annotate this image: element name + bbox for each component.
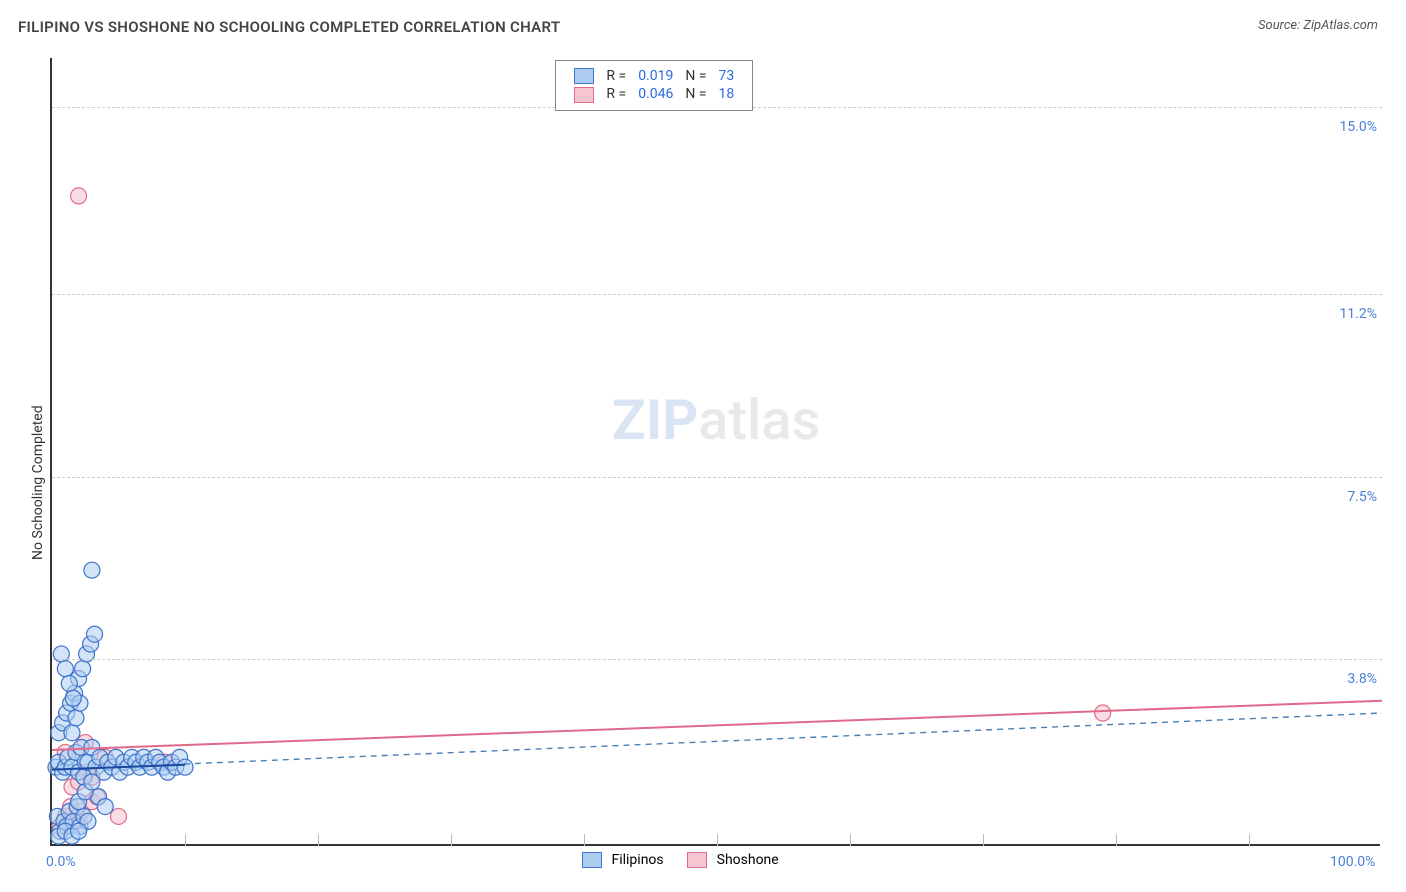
- trendline-filipinos-dashed: [52, 713, 1382, 770]
- x-tick: [850, 834, 851, 846]
- y-axis-label: No Schooling Completed: [30, 405, 46, 560]
- legend-R-label: R =: [600, 85, 632, 103]
- swatch-filipinos-bottom-icon: [582, 852, 602, 868]
- point-shoshone: [1095, 705, 1111, 721]
- legend-R-value-filipinos: 0.019: [632, 67, 679, 85]
- x-tick: [1249, 834, 1250, 846]
- point-filipinos: [61, 675, 77, 691]
- legend-top-table: R = 0.019 N = 73 R = 0.046 N = 18: [568, 67, 740, 104]
- point-filipinos: [68, 710, 84, 726]
- gridline-h: [52, 294, 1382, 295]
- point-filipinos: [84, 562, 100, 578]
- gridline-h: [52, 659, 1382, 660]
- x-tick: [185, 834, 186, 846]
- legend-bottom-label-filipinos: Filipinos: [611, 852, 663, 868]
- legend-bottom-label-shoshone: Shoshone: [717, 852, 779, 868]
- legend-bottom: Filipinos Shoshone: [582, 852, 799, 868]
- legend-N-value-shoshone: 18: [713, 85, 741, 103]
- chart-title: FILIPINO VS SHOSHONE NO SCHOOLING COMPLE…: [18, 18, 560, 36]
- gridline-h: [52, 477, 1382, 478]
- point-shoshone: [111, 808, 127, 824]
- legend-R-value-shoshone: 0.046: [632, 85, 679, 103]
- point-filipinos: [177, 759, 193, 775]
- swatch-filipinos-icon: [574, 68, 594, 84]
- point-filipinos: [71, 823, 87, 839]
- legend-top: R = 0.019 N = 73 R = 0.046 N = 18: [555, 60, 753, 111]
- y-tick-label: 3.8%: [1322, 671, 1377, 687]
- point-filipinos: [84, 774, 100, 790]
- trendline-shoshone: [52, 701, 1382, 750]
- y-tick-label: 11.2%: [1322, 306, 1377, 322]
- x-tick: [1116, 834, 1117, 846]
- legend-row-filipinos: R = 0.019 N = 73: [568, 67, 740, 85]
- plot-area: ZIPatlas 3.8%7.5%11.2%15.0%: [50, 58, 1380, 846]
- x-tick: [717, 834, 718, 846]
- y-tick-label: 15.0%: [1322, 119, 1377, 135]
- legend-N-value-filipinos: 73: [713, 67, 741, 85]
- x-tick: [318, 834, 319, 846]
- point-filipinos: [65, 690, 81, 706]
- plot-svg: [52, 58, 1382, 846]
- y-tick-label: 7.5%: [1322, 489, 1377, 505]
- x-tick-label: 100.0%: [1330, 854, 1375, 870]
- point-filipinos: [64, 725, 80, 741]
- legend-N-label: N =: [679, 67, 712, 85]
- legend-R-label: R =: [600, 67, 632, 85]
- point-filipinos: [75, 661, 91, 677]
- x-tick: [983, 834, 984, 846]
- legend-N-label: N =: [679, 85, 712, 103]
- swatch-shoshone-bottom-icon: [687, 852, 707, 868]
- swatch-shoshone-icon: [574, 87, 594, 103]
- point-filipinos: [97, 799, 113, 815]
- legend-row-shoshone: R = 0.046 N = 18: [568, 85, 740, 103]
- point-filipinos: [87, 626, 103, 642]
- source-credit: Source: ZipAtlas.com: [1258, 18, 1378, 33]
- x-tick-label: 0.0%: [46, 854, 76, 870]
- x-tick: [451, 834, 452, 846]
- point-filipinos: [57, 661, 73, 677]
- point-shoshone: [71, 188, 87, 204]
- x-tick: [584, 834, 585, 846]
